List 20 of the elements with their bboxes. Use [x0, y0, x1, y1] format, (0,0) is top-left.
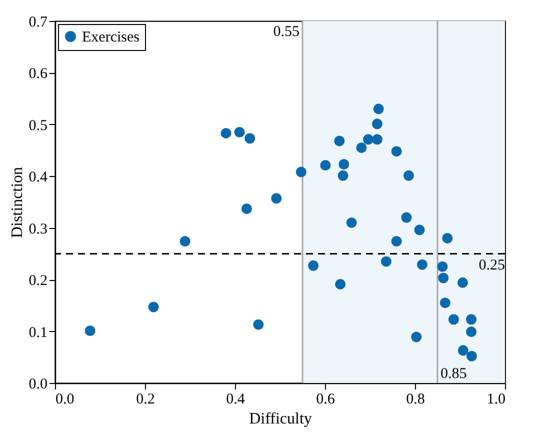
x-tick-label: 0.4	[226, 392, 246, 408]
x-tick-label: 1.0	[486, 392, 506, 408]
y-tick-label: 0.2	[28, 273, 48, 290]
x-tick-label: 0.2	[136, 392, 155, 408]
x-tick-label: 0.6	[316, 392, 336, 408]
legend-label: Exercises	[82, 30, 140, 46]
y-tick-label: 0.1	[28, 324, 48, 341]
ref-line-label: 0.55	[273, 24, 300, 40]
y-tick-label: 0.5	[28, 118, 48, 134]
y-tick-label: 0.3	[28, 221, 48, 238]
y-tick-label: 0.7	[28, 14, 48, 30]
y-tick-label: 0.4	[28, 170, 48, 186]
y-tick-label: 0.6	[28, 66, 48, 82]
x-tick-label: 0.8	[406, 392, 425, 408]
x-tick-label: 0.0	[56, 392, 74, 408]
ref-line-label: 0.85	[440, 366, 467, 382]
ref-line-label: 0.25	[478, 258, 505, 274]
y-axis-title: Distinction	[8, 166, 26, 238]
y-tick-label: 0.0	[28, 376, 48, 392]
x-axis-title: Difficulty	[249, 410, 312, 428]
